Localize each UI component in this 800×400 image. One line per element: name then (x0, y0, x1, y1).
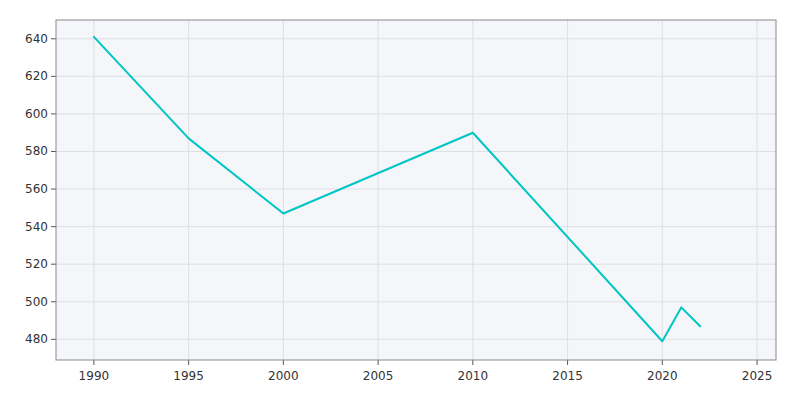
tick-label-y: 520 (25, 257, 48, 271)
tick-label-x: 2015 (552, 369, 583, 383)
tick-y (51, 76, 56, 77)
plot-frame (56, 20, 776, 360)
tick-x (757, 360, 758, 365)
tick-y (51, 151, 56, 152)
tick-x (188, 360, 189, 365)
tick-y (51, 264, 56, 265)
grid-line-y (56, 151, 776, 152)
tick-label-x: 2020 (647, 369, 678, 383)
grid-line-x (567, 20, 568, 360)
tick-x (567, 360, 568, 365)
grid-line-x (378, 20, 379, 360)
tick-x (93, 360, 94, 365)
tick-y (51, 226, 56, 227)
tick-x (662, 360, 663, 365)
tick-label-y: 620 (25, 69, 48, 83)
tick-label-x: 2000 (268, 369, 299, 383)
tick-x (472, 360, 473, 365)
tick-y (51, 113, 56, 114)
tick-label-y: 500 (25, 295, 48, 309)
grid (56, 20, 776, 360)
grid-line-y (56, 226, 776, 227)
tick-label-y: 580 (25, 144, 48, 158)
grid-line-y (56, 76, 776, 77)
tick-label-x: 2010 (458, 369, 489, 383)
tick-label-y: 540 (25, 220, 48, 234)
tick-label-y: 560 (25, 182, 48, 196)
grid-line-y (56, 264, 776, 265)
grid-line-y (56, 113, 776, 114)
tick-label-x: 2005 (363, 369, 394, 383)
plot-background (56, 20, 776, 360)
grid-line-y (56, 339, 776, 340)
grid-line-y (56, 189, 776, 190)
grid-line-y (56, 38, 776, 39)
grid-line-x (757, 20, 758, 360)
grid-line-x (93, 20, 94, 360)
tick-y (51, 38, 56, 39)
grid-line-x (283, 20, 284, 360)
grid-line-x (662, 20, 663, 360)
grid-line-x (472, 20, 473, 360)
chart: 1990 1995 2000 2005 2010 2015 2020 2025 480 500 52… (0, 0, 800, 400)
tick-label-y: 600 (25, 107, 48, 121)
tick-y (51, 189, 56, 190)
tick-labels: 1990 1995 2000 2005 2010 2015 2020 2025 480 500 52… (25, 32, 772, 383)
marks (94, 37, 700, 341)
population-line (94, 37, 700, 341)
tick-y (51, 301, 56, 302)
chart-container: 1990 1995 2000 2005 2010 2015 2020 2025 480 500 52… (0, 0, 800, 400)
tick-label-x: 1990 (79, 369, 110, 383)
tick-label-x: 2025 (742, 369, 773, 383)
grid-line-x (188, 20, 189, 360)
tick-label-x: 1995 (173, 369, 204, 383)
tick-label-y: 640 (25, 32, 48, 46)
grid-line-y (56, 301, 776, 302)
tick-label-y: 480 (25, 332, 48, 346)
tick-x (378, 360, 379, 365)
tick-x (283, 360, 284, 365)
tick-y (51, 339, 56, 340)
